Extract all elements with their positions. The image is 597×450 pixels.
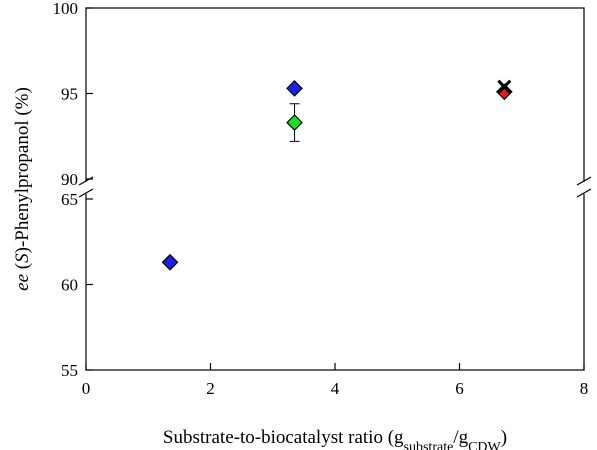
break-gap-right (582, 182, 586, 194)
data-point-x (497, 79, 512, 94)
y-tick-label: 95 (61, 85, 78, 104)
data-points (161, 79, 513, 271)
y-axis-label: ee (S)-Phenylpropanol (%) (12, 87, 33, 291)
data-point-diamond (161, 253, 179, 271)
x-tick-label: 8 (580, 379, 589, 398)
x-tick-label: 2 (206, 379, 215, 398)
data-point-diamond (495, 83, 513, 101)
break-mark (78, 176, 94, 186)
plot-frame (85, 7, 585, 371)
break-mark (576, 188, 592, 198)
y-tick-label: 55 (61, 361, 78, 380)
x-tick-label: 4 (331, 379, 340, 398)
break-mark (576, 176, 592, 186)
y-axis-ticks: 90 95 100 55 60 65 (53, 0, 93, 380)
break-mark (78, 188, 94, 198)
data-point-diamond (286, 80, 303, 97)
data-point-diamond (286, 114, 303, 131)
y-tick-label: 65 (61, 190, 78, 209)
y-tick-label: 100 (53, 0, 79, 18)
axis-break (78, 176, 592, 198)
y-tick-label: 90 (61, 170, 78, 189)
x-axis-ticks: 0 2 4 6 8 (82, 363, 589, 398)
x-tick-label: 0 (82, 379, 91, 398)
x-tick-label: 6 (455, 379, 464, 398)
break-gap-left (84, 182, 88, 194)
y-tick-label: 60 (61, 276, 78, 295)
x-axis-label: Substrate-to-biocatalyst ratio (gsubstra… (163, 427, 507, 450)
